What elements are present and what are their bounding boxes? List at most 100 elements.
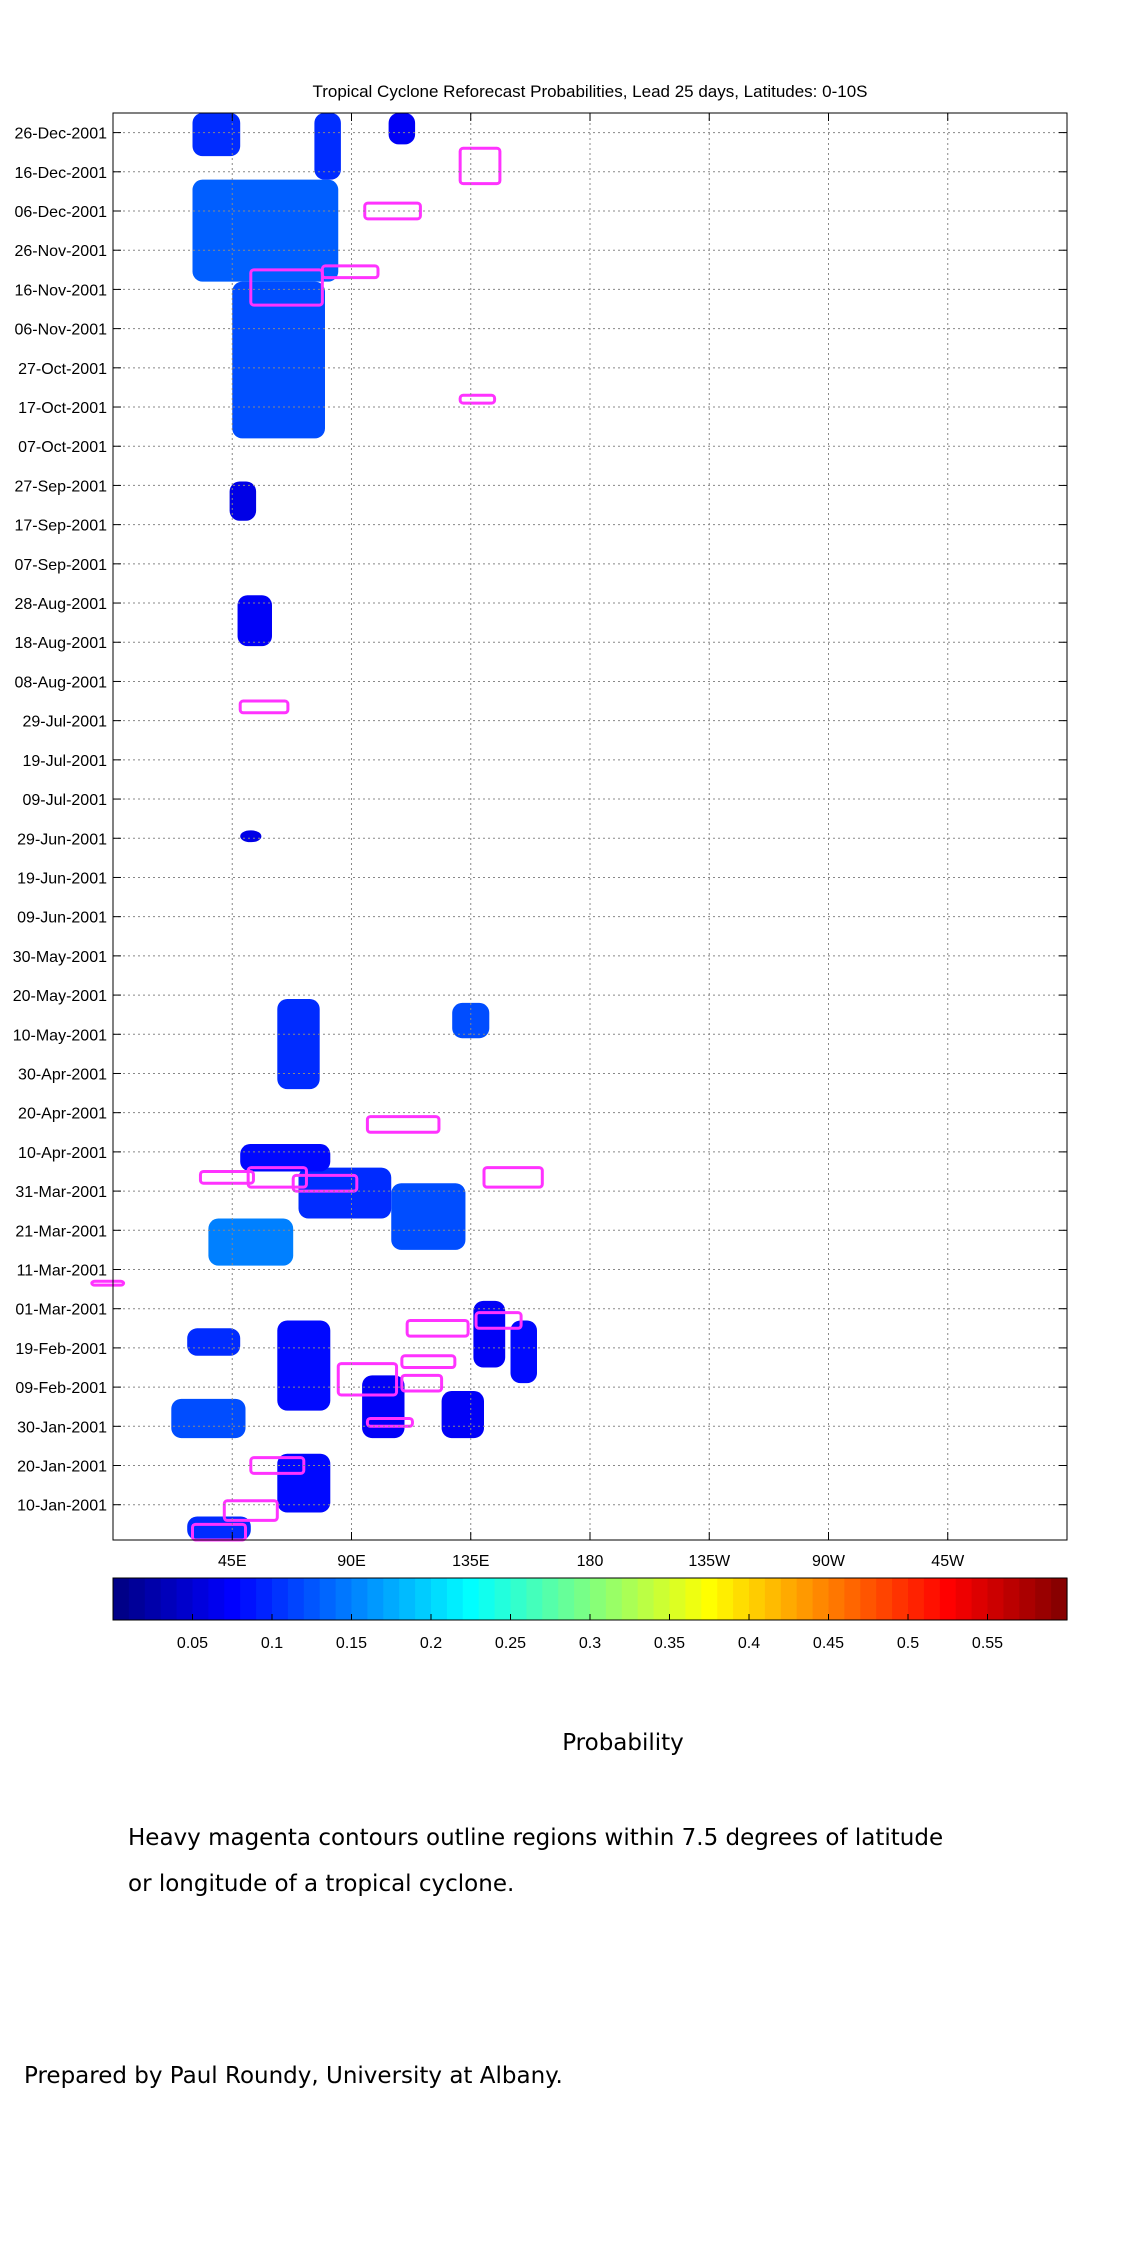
colorbar-swatch bbox=[176, 1578, 194, 1620]
colorbar-swatch bbox=[224, 1578, 241, 1620]
colorbar-swatch bbox=[526, 1578, 543, 1620]
probability-region-17 bbox=[229, 481, 257, 521]
probability-region-15 bbox=[240, 830, 262, 843]
colorbar-swatch bbox=[399, 1578, 416, 1620]
cyclone-contour-14 bbox=[365, 1115, 441, 1134]
probability-region-0 bbox=[187, 1516, 251, 1540]
probability-region-3 bbox=[187, 1328, 241, 1356]
colorbar-swatch bbox=[462, 1578, 480, 1620]
probability-region-8 bbox=[510, 1320, 537, 1384]
colorbar-swatch bbox=[892, 1578, 909, 1620]
colorbar-swatch bbox=[574, 1578, 591, 1620]
x-tick-label: 90E bbox=[337, 1553, 365, 1570]
x-tick-label: 180 bbox=[577, 1553, 604, 1570]
y-tick-label: 06-Nov-2001 bbox=[15, 322, 108, 339]
colorbar-swatch bbox=[335, 1578, 353, 1620]
colorbar-tick-label: 0.05 bbox=[177, 1635, 208, 1652]
cyclone-contour-20 bbox=[458, 146, 502, 186]
y-tick-label: 06-Dec-2001 bbox=[15, 204, 108, 221]
probability-region-1 bbox=[277, 1453, 331, 1513]
y-tick-label: 30-May-2001 bbox=[13, 949, 107, 966]
y-tick-label: 09-Jul-2001 bbox=[23, 792, 108, 809]
colorbar-swatch bbox=[1003, 1578, 1020, 1620]
colorbar-swatch bbox=[446, 1578, 464, 1620]
y-tick-label: 26-Dec-2001 bbox=[15, 126, 108, 143]
y-tick-label: 20-Apr-2001 bbox=[18, 1106, 107, 1123]
colorbar-swatch bbox=[987, 1578, 1004, 1620]
colorbar-tick-label: 0.5 bbox=[897, 1635, 919, 1652]
probability-region-22 bbox=[388, 113, 416, 145]
colorbar-swatch bbox=[780, 1578, 798, 1620]
y-tick-label: 16-Dec-2001 bbox=[15, 165, 108, 182]
colorbar-swatch bbox=[256, 1578, 273, 1620]
colorbar-swatch bbox=[749, 1578, 766, 1620]
x-tick-label: 45E bbox=[218, 1553, 246, 1570]
y-tick-label: 07-Oct-2001 bbox=[18, 439, 107, 456]
colorbar-swatch bbox=[812, 1578, 830, 1620]
colorbar-swatch bbox=[1051, 1578, 1068, 1620]
colorbar-tick-label: 0.45 bbox=[813, 1635, 844, 1652]
y-tick-label: 17-Sep-2001 bbox=[14, 518, 107, 535]
colorbar-swatch bbox=[351, 1578, 368, 1620]
colorbar-swatch bbox=[1019, 1578, 1036, 1620]
y-tick-label: 26-Nov-2001 bbox=[15, 243, 108, 260]
colorbar-swatch bbox=[240, 1578, 257, 1620]
y-tick-label: 16-Nov-2001 bbox=[15, 282, 108, 299]
colorbar-swatch bbox=[955, 1578, 973, 1620]
y-tick-label: 17-Oct-2001 bbox=[18, 400, 107, 417]
colorbar-swatch bbox=[669, 1578, 686, 1620]
cyclone-contour-7 bbox=[405, 1318, 470, 1338]
colorbar-swatch bbox=[144, 1578, 162, 1620]
colorbar-swatch bbox=[287, 1578, 305, 1620]
y-tick-label: 10-Apr-2001 bbox=[18, 1145, 107, 1162]
colorbar-swatch bbox=[764, 1578, 782, 1620]
colorbar-swatch bbox=[590, 1578, 607, 1620]
colorbar-swatch bbox=[908, 1578, 925, 1620]
probability-region-12 bbox=[240, 1144, 331, 1172]
y-tick-label: 27-Oct-2001 bbox=[18, 361, 107, 378]
y-tick-label: 30-Jan-2001 bbox=[17, 1419, 107, 1436]
colorbar-tick-label: 0.2 bbox=[420, 1635, 442, 1652]
probability-region-18 bbox=[232, 281, 325, 439]
x-tick-label: 45W bbox=[931, 1553, 965, 1570]
y-tick-label: 21-Mar-2001 bbox=[15, 1223, 107, 1240]
y-tick-label: 30-Apr-2001 bbox=[18, 1066, 107, 1083]
probability-region-10 bbox=[298, 1167, 392, 1219]
colorbar-swatch bbox=[621, 1578, 639, 1620]
x-tick-label: 135E bbox=[452, 1553, 489, 1570]
probability-region-20 bbox=[314, 113, 341, 180]
colorbar-swatch bbox=[971, 1578, 989, 1620]
colorbar-swatch bbox=[637, 1578, 655, 1620]
contour-note-line-1: Heavy magenta contours outline regions w… bbox=[128, 1825, 944, 1851]
cyclone-contour-6 bbox=[400, 1354, 457, 1370]
probability-region-21 bbox=[192, 113, 241, 157]
contour-note: Heavy magenta contours outline regions w… bbox=[128, 1815, 1108, 1907]
colorbar-swatch bbox=[113, 1578, 130, 1620]
cyclone-contour-4 bbox=[336, 1362, 399, 1397]
y-tick-label: 07-Sep-2001 bbox=[14, 557, 107, 574]
y-tick-label: 27-Sep-2001 bbox=[14, 478, 107, 495]
probability-region-11 bbox=[391, 1183, 466, 1250]
colorbar-swatch bbox=[415, 1578, 432, 1620]
y-tick-label: 18-Aug-2001 bbox=[14, 635, 107, 652]
colorbar-swatch bbox=[208, 1578, 225, 1620]
y-tick-label: 10-May-2001 bbox=[13, 1027, 107, 1044]
cyclone-contour-8 bbox=[474, 1311, 523, 1330]
y-tick-label: 29-Jul-2001 bbox=[23, 714, 108, 731]
chart-title: Tropical Cyclone Reforecast Probabilitie… bbox=[312, 82, 867, 101]
colorbar-swatch bbox=[876, 1578, 893, 1620]
probability-regions bbox=[171, 113, 537, 1540]
colorbar-swatch bbox=[319, 1578, 337, 1620]
probability-region-19 bbox=[192, 179, 339, 282]
cyclone-contour-5 bbox=[400, 1373, 444, 1393]
colorbar-swatch bbox=[367, 1578, 384, 1620]
colorbar-swatch bbox=[923, 1578, 941, 1620]
x-tick-label: 90W bbox=[812, 1553, 846, 1570]
grid-lines bbox=[113, 113, 1067, 1540]
cyclone-contour-11 bbox=[246, 1166, 308, 1189]
y-tick-label: 11-Mar-2001 bbox=[17, 1262, 108, 1279]
probability-region-4 bbox=[277, 1320, 331, 1411]
colorbar-tick-label: 0.1 bbox=[261, 1635, 283, 1652]
colorbar-tick-label: 0.25 bbox=[495, 1635, 526, 1652]
